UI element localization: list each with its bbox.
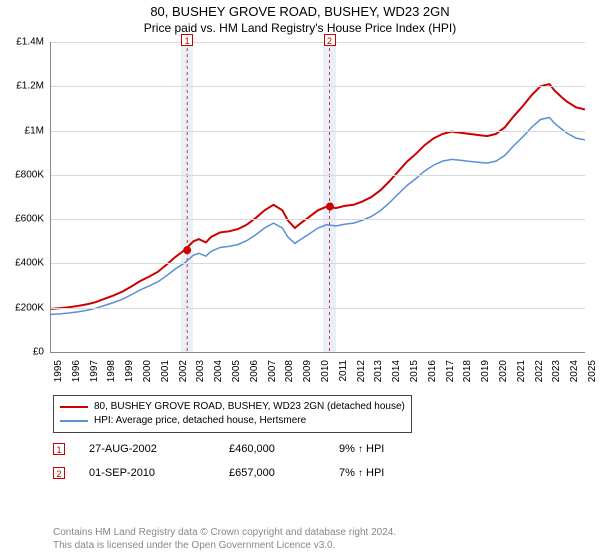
x-axis-label: 1997 [89, 360, 100, 382]
x-axis-label: 2015 [409, 360, 420, 382]
x-axis-label: 2022 [534, 360, 545, 382]
transaction-row: 2 01-SEP-2010£657,0007% ↑ HPI [53, 461, 459, 485]
chart-area: 12 £0£200K£400K£600K£800K£1M£1.2M£1.4M19… [0, 42, 600, 384]
legend-swatch [60, 406, 88, 408]
sale-marker-1: 1 [181, 34, 193, 46]
gridline [51, 42, 585, 43]
x-axis-label: 2021 [516, 360, 527, 382]
gridline [51, 131, 585, 132]
x-axis-label: 2016 [427, 360, 438, 382]
sale-marker-2: 2 [324, 34, 336, 46]
legend-swatch [60, 420, 88, 422]
gridline [51, 86, 585, 87]
legend-label: 80, BUSHEY GROVE ROAD, BUSHEY, WD23 2GN … [94, 400, 405, 414]
x-axis-label: 2023 [551, 360, 562, 382]
footer-line-1: Contains HM Land Registry data © Crown c… [53, 526, 396, 539]
gridline [51, 308, 585, 309]
gridline [51, 263, 585, 264]
transactions-table: 1 27-AUG-2002£460,0009% ↑ HPI 2 01-SEP-2010… [53, 437, 459, 485]
x-axis-label: 2007 [267, 360, 278, 382]
gridline [51, 219, 585, 220]
tx-date: 01-SEP-2010 [89, 467, 229, 479]
tx-price: £460,000 [229, 443, 339, 455]
tx-marker: 2 [53, 467, 65, 479]
series-property [51, 84, 585, 309]
y-axis-label: £1.4M [16, 37, 44, 48]
x-axis-label: 2006 [249, 360, 260, 382]
x-axis-label: 1996 [71, 360, 82, 382]
chart-subtitle: Price paid vs. HM Land Registry's House … [0, 21, 600, 37]
x-axis-label: 2005 [231, 360, 242, 382]
footer-line-2: This data is licensed under the Open Gov… [53, 539, 396, 552]
tx-date: 27-AUG-2002 [89, 443, 229, 455]
series-hpi [51, 118, 585, 315]
x-axis-label: 2024 [569, 360, 580, 382]
x-axis-label: 2018 [462, 360, 473, 382]
x-axis-label: 1999 [124, 360, 135, 382]
tx-marker: 1 [53, 443, 65, 455]
x-axis-label: 2000 [142, 360, 153, 382]
transaction-row: 1 27-AUG-2002£460,0009% ↑ HPI [53, 437, 459, 461]
x-axis-label: 2017 [445, 360, 456, 382]
chart-title: 80, BUSHEY GROVE ROAD, BUSHEY, WD23 2GN [0, 4, 600, 21]
chart-legend: 80, BUSHEY GROVE ROAD, BUSHEY, WD23 2GN … [53, 395, 412, 433]
sale-point [183, 246, 191, 254]
x-axis-label: 2009 [302, 360, 313, 382]
y-axis-label: £1M [25, 125, 44, 136]
legend-item: 80, BUSHEY GROVE ROAD, BUSHEY, WD23 2GN … [60, 400, 405, 414]
legend-label: HPI: Average price, detached house, Hert… [94, 414, 306, 428]
gridline [51, 175, 585, 176]
footer-attribution: Contains HM Land Registry data © Crown c… [53, 526, 396, 552]
chart-title-block: 80, BUSHEY GROVE ROAD, BUSHEY, WD23 2GN … [0, 0, 600, 36]
y-axis-label: £0 [33, 347, 44, 358]
x-axis-label: 2008 [284, 360, 295, 382]
x-axis-label: 2004 [213, 360, 224, 382]
arrow-up-icon: ↑ [358, 468, 363, 479]
x-axis-label: 2010 [320, 360, 331, 382]
legend-item: HPI: Average price, detached house, Hert… [60, 414, 405, 428]
x-axis-label: 1995 [53, 360, 64, 382]
x-axis-label: 2003 [195, 360, 206, 382]
y-axis-label: £1.2M [16, 81, 44, 92]
tx-pct: 9% ↑ HPI [339, 443, 459, 455]
tx-price: £657,000 [229, 467, 339, 479]
arrow-up-icon: ↑ [358, 444, 363, 455]
sale-point [326, 203, 334, 211]
x-axis-label: 2019 [480, 360, 491, 382]
x-axis-label: 2014 [391, 360, 402, 382]
tx-pct: 7% ↑ HPI [339, 467, 459, 479]
x-axis-label: 2001 [160, 360, 171, 382]
y-axis-label: £200K [15, 302, 44, 313]
plot-region: 12 [50, 42, 585, 353]
y-axis-label: £400K [15, 258, 44, 269]
x-axis-label: 2002 [178, 360, 189, 382]
x-axis-label: 2013 [373, 360, 384, 382]
x-axis-label: 2020 [498, 360, 509, 382]
x-axis-label: 2011 [338, 360, 349, 382]
x-axis-label: 1998 [106, 360, 117, 382]
y-axis-label: £800K [15, 169, 44, 180]
x-axis-label: 2012 [356, 360, 367, 382]
y-axis-label: £600K [15, 214, 44, 225]
line-series-svg [51, 42, 585, 352]
x-axis-label: 2025 [587, 360, 598, 382]
